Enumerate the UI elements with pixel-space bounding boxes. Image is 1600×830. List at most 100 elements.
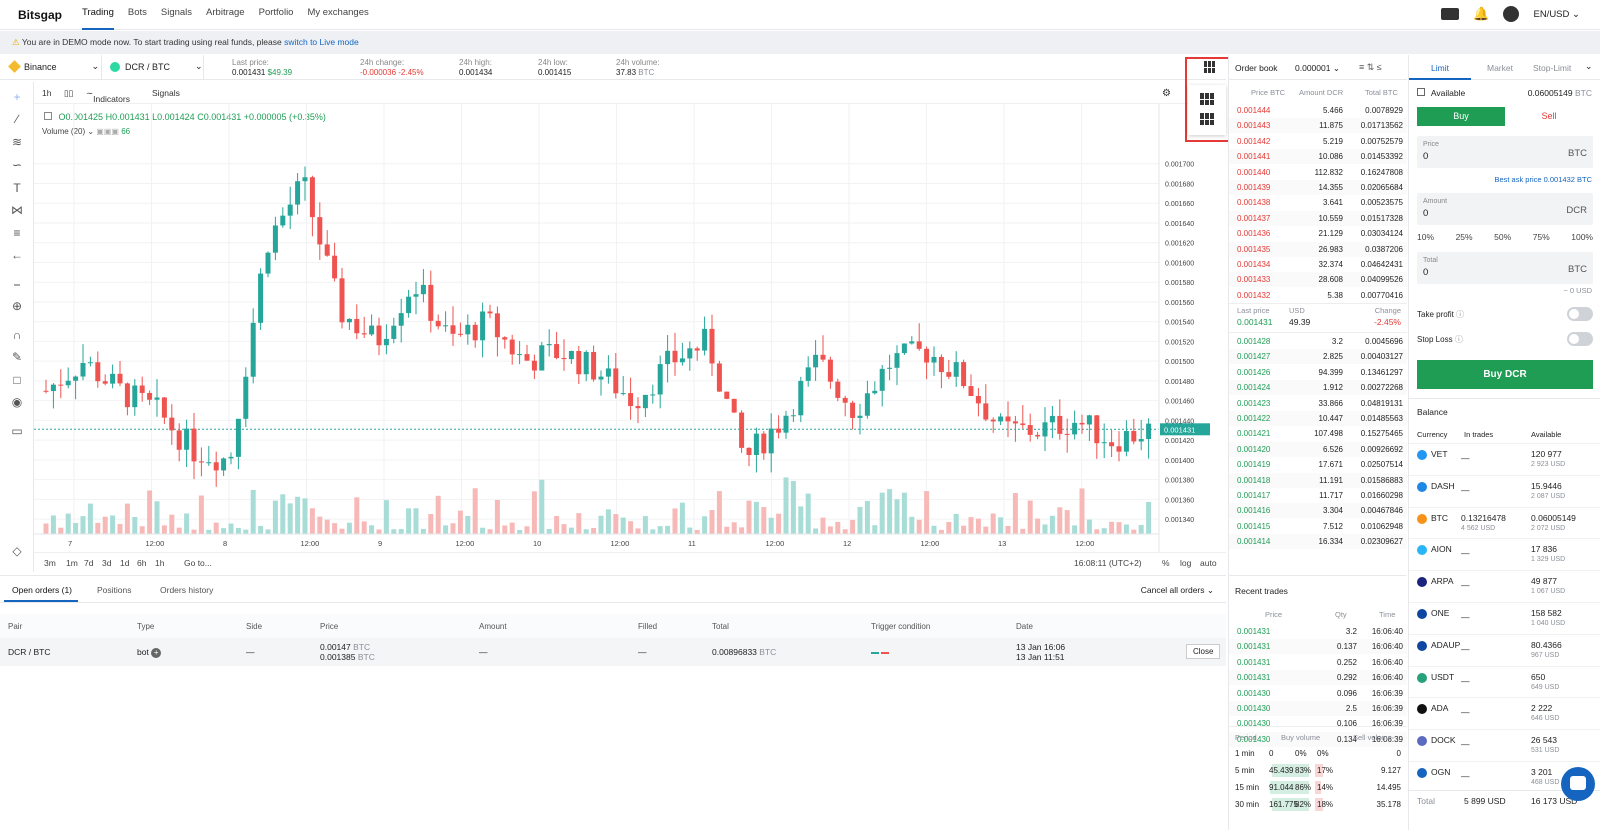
bid-row[interactable]: 0.001427 2.825 0.00403127	[1229, 349, 1407, 365]
brush-icon[interactable]: ∽	[11, 158, 23, 172]
eye-icon[interactable]: ◉	[11, 395, 23, 409]
balance-row[interactable]: OGN — 3 201 468 USD	[1409, 761, 1600, 793]
tab-positions[interactable]: Positions	[97, 585, 132, 595]
bid-row[interactable]: 0.001416 3.304 0.00467846	[1229, 503, 1407, 519]
interval-button[interactable]: 1h	[42, 88, 52, 98]
zoom-icon[interactable]: ⊕	[11, 299, 23, 313]
range-1m[interactable]: 1m	[66, 558, 78, 568]
switch-live-link[interactable]: switch to Live mode	[284, 37, 359, 47]
bid-row[interactable]: 0.001423 33.866 0.04819131	[1229, 396, 1407, 411]
balance-row[interactable]: USDT — 650 649 USD	[1409, 665, 1600, 698]
balance-row[interactable]: AION — 17 836 1 329 USD	[1409, 538, 1600, 570]
balance-row[interactable]: VET — 120 977 2 923 USD	[1409, 443, 1600, 475]
bid-row[interactable]: 0.001428 3.2 0.0045696	[1229, 334, 1407, 349]
lock-drawing-icon[interactable]: ✎	[11, 350, 23, 364]
range-3m[interactable]: 3m	[44, 558, 56, 568]
pitchfork-icon[interactable]: ≋	[11, 135, 23, 149]
ask-row[interactable]: 0.001436 21.129 0.03034124	[1229, 226, 1407, 241]
trash-icon[interactable]: ▭	[11, 424, 23, 438]
magnet-icon[interactable]: ∩	[12, 328, 22, 342]
best-ask-link[interactable]: Best ask price 0.001432 BTC	[1494, 175, 1592, 184]
ask-row[interactable]: 0.001443 11.875 0.01713562	[1229, 118, 1407, 134]
close-order-button[interactable]: Close	[1186, 644, 1221, 659]
ask-row[interactable]: 0.001441 10.086 0.01453392	[1229, 149, 1407, 165]
total-field[interactable]: Total 0 BTC	[1417, 252, 1593, 284]
candlestick-plot[interactable]: 0.001700 0.001680 0.001660 0.001640 0.001620…	[34, 104, 1226, 552]
chevron-down-icon[interactable]: ⌄	[1585, 61, 1593, 71]
stop-loss-toggle[interactable]	[1567, 332, 1593, 346]
bid-row[interactable]: 0.001417 11.717 0.01660298	[1229, 488, 1407, 503]
balance-row[interactable]: ADAUP — 80.4366 967 USD	[1409, 633, 1600, 666]
log-toggle[interactable]: log	[1180, 558, 1192, 568]
ask-row[interactable]: 0.001434 32.374 0.04642431	[1229, 257, 1407, 272]
ask-row[interactable]: 0.001444 5.466 0.0078929	[1229, 103, 1407, 118]
take-profit-toggle[interactable]	[1567, 307, 1593, 321]
layout-grid-icon[interactable]	[1204, 61, 1216, 73]
price-chart[interactable]: 1h ▯▯ ∼ Indicators Signals ⚙ O0.001425 H…	[34, 82, 1226, 572]
amount-field[interactable]: Amount 0 DCR	[1417, 193, 1593, 225]
auto-toggle[interactable]: auto	[1200, 558, 1217, 568]
plus-icon[interactable]: +	[151, 648, 162, 658]
ruler-icon[interactable]: ⎯	[13, 277, 20, 291]
price-field[interactable]: Price 0 BTC	[1417, 136, 1593, 168]
range-1d[interactable]: 1d	[120, 558, 130, 568]
nav-signals[interactable]: Signals	[160, 7, 193, 18]
bid-row[interactable]: 0.001421 107.498 0.15275465	[1229, 426, 1407, 441]
chat-support-icon[interactable]	[1561, 767, 1595, 801]
ask-row[interactable]: 0.001437 10.559 0.01517328	[1229, 210, 1407, 226]
ask-row[interactable]: 0.001438 3.641 0.00523575	[1229, 195, 1407, 210]
bid-row[interactable]: 0.001422 10.447 0.01485563	[1229, 411, 1407, 426]
arrow-left-icon[interactable]: ←	[11, 248, 23, 262]
pair-selector[interactable]: DCR / BTC ⌄	[110, 61, 203, 72]
bid-row[interactable]: 0.001419 17.671 0.02507514	[1229, 457, 1407, 472]
text-icon[interactable]: T	[13, 181, 21, 195]
bid-row[interactable]: 0.001415 7.512 0.01062948	[1229, 519, 1407, 534]
signals-button[interactable]: Signals	[152, 88, 180, 98]
preset-50[interactable]: 50%	[1494, 232, 1512, 242]
cancel-all-button[interactable]: Cancel all orders ⌄	[1140, 585, 1214, 595]
order-row[interactable]	[0, 638, 1226, 666]
balance-row[interactable]: DOCK — 26 543 531 USD	[1409, 729, 1600, 761]
goto-button[interactable]: Go to...	[184, 558, 212, 568]
preset-10[interactable]: 10%	[1417, 232, 1435, 242]
nav-trading[interactable]: Trading	[82, 0, 114, 30]
nav-portfolio[interactable]: Portfolio	[258, 7, 294, 18]
balance-row[interactable]: ADA — 2 222 646 USD	[1409, 697, 1600, 729]
range-7d[interactable]: 7d	[84, 558, 94, 568]
tab-open-orders[interactable]: Open orders (1)	[12, 585, 72, 595]
settings-icon[interactable]: ⚙	[1162, 88, 1171, 99]
collapse-icon[interactable]	[44, 112, 52, 120]
buy-tab-button[interactable]: Buy	[1417, 107, 1505, 126]
exchange-selector[interactable]: Binance ⌄	[8, 60, 99, 73]
preset-75[interactable]: 75%	[1532, 232, 1550, 242]
buy-dcr-button[interactable]: Buy DCR	[1417, 360, 1593, 389]
balance-row[interactable]: DASH — 15.9446 2 087 USD	[1409, 474, 1600, 507]
layers-icon[interactable]: ◇	[12, 544, 22, 558]
indicators-button[interactable]: ∼ Indicators	[86, 88, 130, 104]
sell-tab-button[interactable]: Sell	[1505, 107, 1593, 126]
wallet-icon[interactable]	[1441, 8, 1460, 20]
layout-option-1-icon[interactable]	[1200, 93, 1214, 105]
crosshair-icon[interactable]: +	[13, 90, 21, 104]
bell-icon[interactable]: 🔔	[1473, 6, 1490, 21]
balance-row[interactable]: ARPA — 49 877 1 067 USD	[1409, 570, 1600, 602]
preset-100[interactable]: 100%	[1571, 232, 1593, 242]
trendline-icon[interactable]: ∕	[15, 112, 18, 126]
layout-option-2-icon[interactable]	[1200, 113, 1214, 125]
ask-row[interactable]: 0.001440 112.832 0.16247808	[1229, 165, 1407, 180]
percent-toggle[interactable]: %	[1162, 558, 1170, 568]
tab-orders-history[interactable]: Orders history	[160, 585, 214, 595]
bid-row[interactable]: 0.001418 11.191 0.01586883	[1229, 472, 1407, 488]
nav-my-exchanges[interactable]: My exchanges	[307, 7, 369, 18]
range-1h[interactable]: 1h	[155, 558, 165, 568]
bid-row[interactable]: 0.001414 16.334 0.02309627	[1229, 534, 1407, 550]
range-3d[interactable]: 3d	[102, 558, 112, 568]
tab-stop-limit[interactable]: Stop-Limit	[1533, 63, 1572, 73]
ask-row[interactable]: 0.001435 26.983 0.0387206	[1229, 241, 1407, 257]
balance-row[interactable]: ONE — 158 582 1 040 USD	[1409, 602, 1600, 634]
bid-row[interactable]: 0.001426 94.399 0.13461297	[1229, 365, 1407, 380]
range-6h[interactable]: 6h	[137, 558, 147, 568]
pattern-icon[interactable]: ⋈	[11, 203, 23, 217]
ask-row[interactable]: 0.001432 5.38 0.00770416	[1229, 288, 1407, 303]
balance-row[interactable]: BTC 0.13216478 4 562 USD 0.06005149 2 072 US…	[1409, 506, 1600, 539]
